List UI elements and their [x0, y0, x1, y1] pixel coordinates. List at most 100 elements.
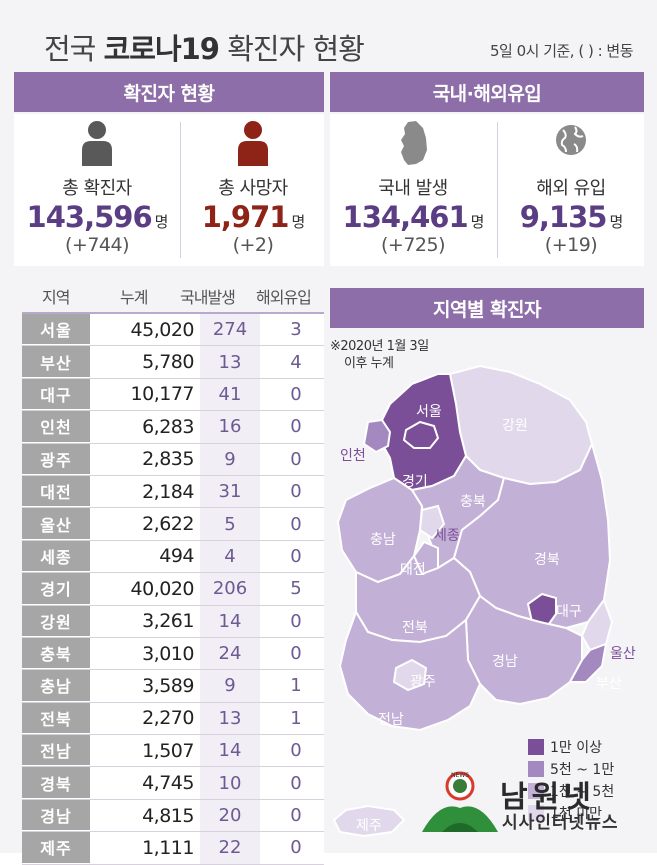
legend-item: 5천 ~ 1만: [528, 758, 614, 780]
overseas-cell: 0: [290, 772, 302, 794]
stat-value: 1,971 명: [176, 200, 330, 234]
total-cell: 3,589: [142, 674, 194, 697]
confirmed-section-banner: 확진자 현황: [14, 72, 324, 112]
total-cell: 3,261: [142, 610, 194, 633]
stat-number: 1,971: [201, 200, 290, 234]
domestic-cell: 14: [200, 735, 260, 767]
region-cell: 제주: [22, 832, 90, 864]
region-cell: 인천: [22, 411, 90, 443]
stat-value: 134,461 명: [336, 200, 490, 234]
total-cell: 1,507: [142, 739, 194, 762]
table-row: 제주 1,111 22 0: [22, 832, 324, 865]
stat-delta: (+725): [380, 234, 446, 256]
confirmed-section-panel: [14, 114, 324, 266]
table-row: 충북 3,010 24 0: [22, 637, 324, 671]
region-cell: 세종: [22, 540, 90, 573]
overseas-cell: 5: [290, 578, 302, 600]
header-overseas: 해외유입: [256, 288, 312, 307]
overseas-cell: 0: [290, 513, 302, 535]
total-cell: 2,622: [142, 513, 194, 536]
origin-divider: [497, 122, 498, 258]
legend-swatch: [528, 739, 544, 755]
domestic-cell: 10: [200, 767, 260, 799]
table-row: 세종 494 4 0: [22, 540, 324, 574]
map-label-jeonbuk: 전북: [402, 620, 428, 636]
stat-number: 143,596: [26, 200, 153, 234]
table-row: 경북 4,745 10 0: [22, 767, 324, 800]
legend-item: 1만 이상: [528, 736, 614, 758]
logo-main-text: 남원넷: [500, 780, 595, 815]
title-suffix: 확진자 현황: [219, 32, 365, 66]
map-label-incheon: 인천: [340, 448, 366, 464]
stat-unit: 명: [609, 213, 623, 231]
overseas-cell: 0: [290, 545, 302, 567]
legend-label: 1천 미만: [550, 806, 602, 822]
region-sejong: [418, 504, 446, 540]
stat-label: 총 사망자: [218, 178, 288, 199]
stat-label: 총 확진자: [62, 178, 132, 199]
legend-swatch: [528, 761, 544, 777]
table-row: 경남 4,815 20 0: [22, 799, 324, 833]
table-row: 전북 2,270 13 1: [22, 702, 324, 736]
legend-label: 5천 ~ 1만: [550, 762, 615, 778]
table-row: 대전 2,184 31 0: [22, 475, 324, 509]
region-incheon: [362, 418, 392, 454]
table-row: 울산 2,622 5 0: [22, 508, 324, 541]
stat-overseas: 해외 유입 9,135 명 (+19): [494, 120, 648, 256]
confirmed-divider: [180, 122, 181, 258]
domestic-cell: 9: [200, 670, 260, 702]
region-cell: 경북: [22, 767, 90, 799]
region-cell: 경남: [22, 799, 90, 832]
korea-map-icon: [401, 121, 427, 165]
map-section-banner: 지역별 확진자: [330, 288, 644, 328]
map-label-ulsan: 울산: [610, 646, 636, 662]
map-note: ※2020년 1월 3일 이후 누계: [330, 338, 429, 372]
total-cell: 6,283: [142, 415, 194, 438]
legend-swatch: [528, 783, 544, 799]
stat-unit: 명: [154, 213, 169, 231]
map-label-chungnam: 충남: [370, 532, 396, 548]
globe-icon: [556, 125, 586, 155]
table-row: 전남 1,507 14 0: [22, 735, 324, 768]
mountain-emblem-icon: NEWS: [422, 771, 498, 832]
overseas-cell: 0: [290, 740, 302, 762]
stat-delta: (+2): [232, 234, 274, 256]
total-cell: 40,020: [130, 577, 195, 600]
region-table: 서울 45,020 274 3 부산 5,780 13 4 대구 10,177 41 0 인천 6,283…: [22, 312, 324, 865]
domestic-cell: 5: [200, 508, 260, 540]
map-label-chungbuk: 충북: [460, 494, 486, 510]
table-row: 대구 10,177 41 0: [22, 378, 324, 412]
total-cell: 45,020: [130, 318, 195, 341]
overseas-cell: 0: [290, 837, 302, 859]
origin-section-banner: 국내·해외유입: [330, 72, 644, 112]
region-cell: 강원: [22, 605, 90, 637]
domestic-cell: 13: [200, 702, 260, 735]
title-bold: 코로나19: [103, 32, 220, 66]
domestic-cell: 41: [200, 378, 260, 411]
table-row: 충남 3,589 9 1: [22, 670, 324, 703]
legend-swatch: [528, 805, 544, 821]
region-cell: 부산: [22, 346, 90, 378]
map-label-daejeon: 대전: [400, 562, 426, 578]
map-label-gangwon: 강원: [502, 418, 528, 434]
reference-time-note: 5일 0시 기준, ( ) : 변동: [489, 42, 634, 60]
region-cell: 대전: [22, 475, 90, 508]
region-cell: 충북: [22, 637, 90, 670]
map-note-line1: ※2020년 1월 3일: [330, 339, 429, 354]
overseas-cell: 0: [290, 805, 302, 827]
map-label-sejong: 세종: [434, 528, 460, 544]
person-icon: [238, 121, 268, 166]
stat-value: 143,596 명: [20, 200, 174, 234]
logo-sub-text: 시사인터넷뉴스: [502, 813, 619, 833]
map-note-line2: 이후 누계: [344, 356, 394, 371]
total-cell: 3,010: [142, 642, 194, 665]
region-cell: 전북: [22, 702, 90, 735]
map-label-jeonnam: 전남: [378, 712, 404, 728]
region-cell: 충남: [22, 670, 90, 702]
stat-unit: 명: [470, 213, 485, 231]
domestic-cell: 24: [200, 637, 260, 670]
total-cell: 494: [159, 545, 194, 568]
stat-number: 134,461: [342, 200, 469, 234]
korea-region-map: 서울 인천 경기 강원 충북 충남 세종 대전 경북 대구 전북 광주 전남 경…: [332, 364, 636, 838]
legend-item: 1천 미만: [528, 802, 614, 824]
